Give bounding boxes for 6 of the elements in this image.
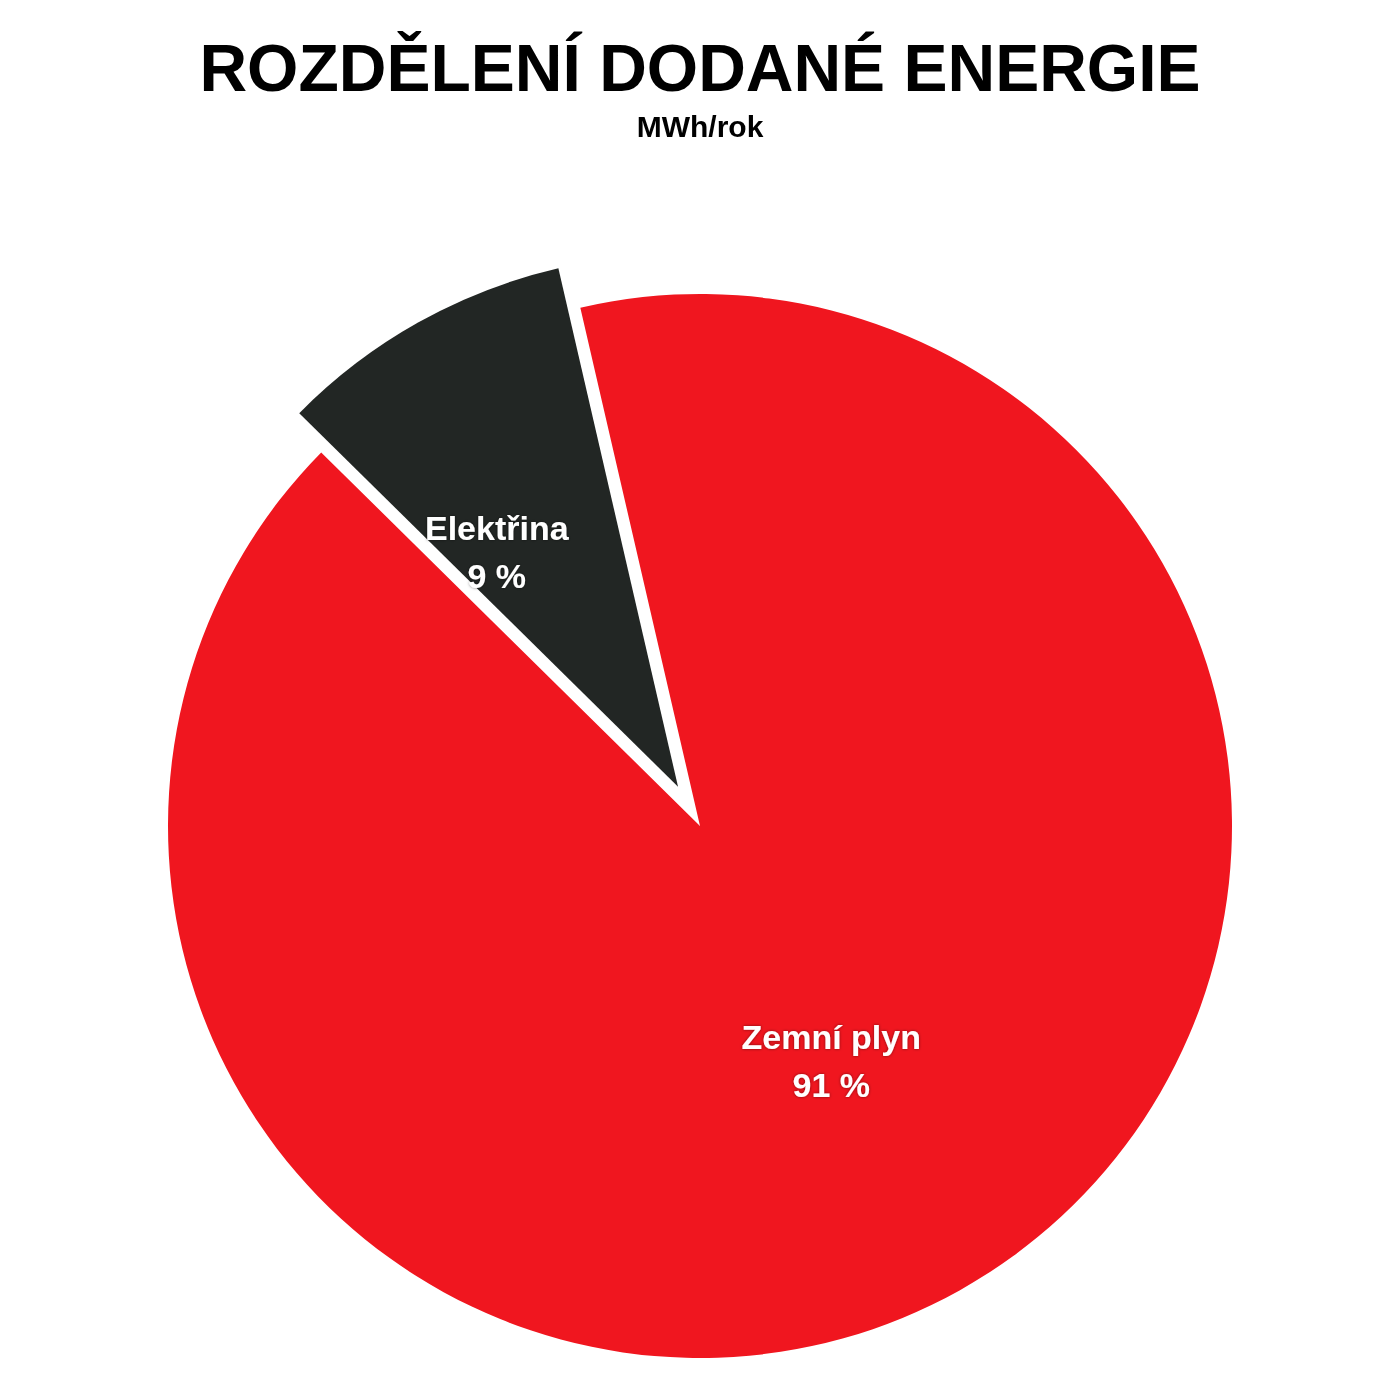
data-label: 9 %	[467, 556, 527, 595]
slice-label: Zemní plyn	[741, 1017, 921, 1056]
slice-label: Elektřina	[425, 508, 570, 547]
chart-subtitle: MWh/rok	[636, 109, 764, 143]
data-label: 91 %	[792, 1065, 870, 1104]
chart-title: ROZDĚLENÍ DODANÉ ENERGIE	[199, 31, 1201, 105]
